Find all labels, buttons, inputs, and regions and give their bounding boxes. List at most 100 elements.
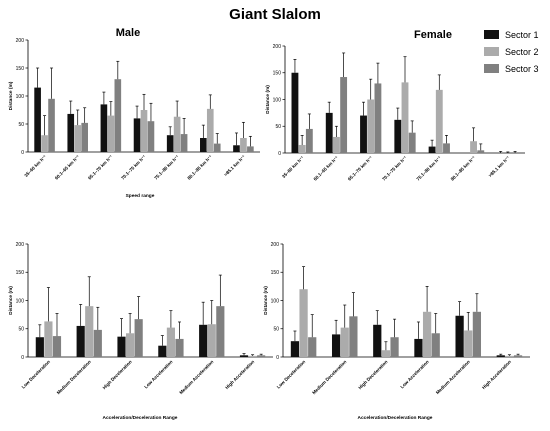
bar [173, 116, 181, 152]
bar [333, 136, 340, 153]
bar [81, 122, 88, 152]
x-tick-label: Low Acceleration [143, 359, 173, 389]
x-axis-label: Acceleration/Deceleration Range [358, 415, 433, 421]
bar [291, 72, 299, 153]
y-tick-label: 200 [273, 44, 282, 50]
bar [431, 333, 440, 357]
x-axis-label: Speed range [126, 193, 155, 199]
y-tick-label: 100 [16, 298, 25, 304]
bar [239, 355, 249, 357]
x-tick-label: Medium Deceleration [311, 359, 347, 395]
y-axis-label: Distance (m) [8, 81, 14, 110]
x-tick-label: Medium Acceleration [435, 359, 471, 395]
chart-title: Male [116, 27, 140, 39]
bar [470, 141, 477, 153]
bar [41, 135, 48, 152]
chart-female-acceleration: 0 50 100 150 200 Distance (m) Acceleration/Dec… [263, 242, 530, 421]
legend-swatch [484, 47, 499, 56]
bar [477, 150, 485, 153]
y-tick-label: 150 [16, 66, 25, 72]
x-tick-label: 75.1–80 km h⁻¹ [415, 155, 442, 182]
bar [207, 324, 216, 357]
bar [464, 330, 473, 357]
bar [158, 345, 167, 357]
bar [394, 119, 402, 153]
bar [290, 341, 300, 357]
y-tick-label: 150 [16, 270, 25, 276]
y-tick-label: 0 [21, 150, 24, 156]
x-tick-label: 70.1–75 km h⁻¹ [381, 155, 408, 182]
bar [428, 146, 436, 153]
bar [166, 135, 174, 152]
bar [455, 315, 464, 357]
bar [199, 324, 208, 357]
bar [67, 113, 75, 152]
bar [340, 77, 348, 153]
legend-label: Sector 2 [505, 47, 539, 57]
bar [114, 79, 122, 152]
y-tick-label: 0 [278, 151, 281, 157]
legend: Sector 1 Sector 2 Sector 3 [484, 30, 539, 74]
bar [206, 108, 214, 152]
legend-label: Sector 1 [505, 30, 539, 40]
bar [299, 289, 308, 357]
bar [213, 143, 221, 152]
bar [505, 355, 514, 357]
bar [298, 144, 306, 153]
x-tick-label: High Deceleration [102, 359, 133, 390]
bar [305, 128, 313, 153]
bar [100, 104, 108, 152]
x-tick-label: 35–60 km h⁻¹ [281, 155, 305, 179]
bar [133, 118, 141, 152]
y-tick-label: 200 [16, 38, 25, 44]
x-tick-label: High Acceleration [224, 359, 255, 390]
y-tick-label: 0 [276, 355, 279, 361]
bar [74, 125, 82, 152]
x-tick-label: 65.1–70 km h⁻¹ [347, 155, 374, 182]
bar [140, 110, 148, 152]
x-tick-label: 65.1–70 km h⁻¹ [87, 154, 114, 181]
y-tick-label: 200 [16, 242, 25, 248]
bar [200, 138, 207, 152]
bar [331, 334, 341, 357]
bar [247, 146, 254, 152]
chart-title: Female [414, 29, 452, 41]
bar [248, 355, 257, 357]
bar [414, 338, 423, 357]
y-tick-label: 200 [271, 242, 280, 248]
y-tick-label: 100 [271, 298, 280, 304]
bar [390, 337, 399, 357]
bar [381, 350, 391, 357]
legend-swatch [484, 30, 499, 39]
x-tick-label: Medium Acceleration [178, 359, 214, 395]
x-tick-label: 75.1–80 km h⁻¹ [153, 154, 180, 181]
x-tick-label: 60.1–65 km h⁻¹ [313, 155, 340, 182]
bar [308, 337, 317, 357]
bar [240, 138, 247, 152]
y-tick-label: 100 [273, 97, 282, 103]
bar [401, 82, 409, 153]
y-tick-label: 50 [273, 327, 279, 333]
bar [117, 336, 126, 357]
legend-label: Sector 3 [505, 64, 539, 74]
bar [107, 115, 115, 152]
y-tick-label: 100 [16, 94, 25, 100]
y-tick-label: 0 [21, 355, 24, 361]
bar [175, 338, 184, 357]
x-tick-label: 80.1–85 km h⁻¹ [450, 155, 477, 182]
bar [373, 324, 382, 357]
bar [257, 355, 266, 357]
x-axis-label: Acceleration/Deceleration Range [103, 415, 178, 421]
x-tick-label: 60.1–65 km h⁻¹ [54, 154, 81, 181]
bar [472, 311, 482, 357]
figure-title: Giant Slalom [229, 6, 321, 23]
x-tick-label: >85.1 km h⁻¹ [488, 155, 511, 178]
bar [126, 333, 135, 357]
legend-swatch [484, 64, 499, 73]
bar [52, 336, 62, 357]
bar [325, 112, 333, 153]
bar [408, 132, 416, 153]
x-tick-label: Low Deceleration [276, 359, 307, 390]
chart-male-speed: 0 50 100 150 200 Distance (m) Male Speed range 3… [8, 27, 260, 199]
bar [76, 325, 85, 357]
